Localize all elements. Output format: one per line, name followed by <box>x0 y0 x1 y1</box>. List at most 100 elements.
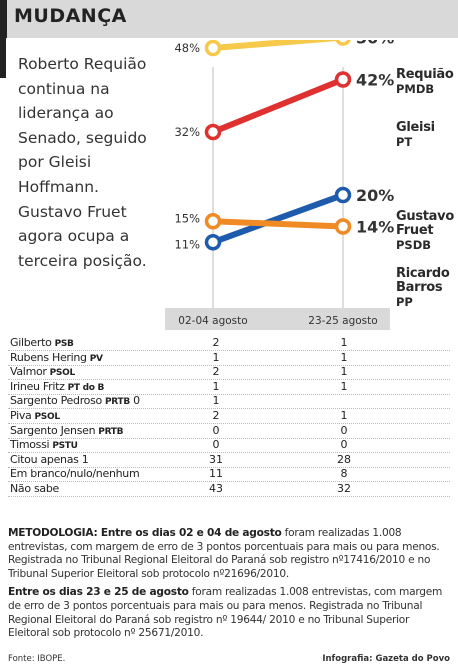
table-row: Irineu Fritz PT do B 1 1 <box>8 379 450 395</box>
table-row: Gilberto PSB 2 1 <box>8 336 450 351</box>
value-second-inline: 0 <box>129 394 140 408</box>
candidate-name: Em branco/nulo/nenhum <box>10 467 140 481</box>
value-first-period: 1 <box>212 379 220 393</box>
value-second-period: 1 <box>340 379 348 393</box>
candidate-name: Citou apenas 1 <box>10 452 89 466</box>
series-name-1-0: Gleisi <box>396 120 435 135</box>
series-line-2 <box>210 192 346 246</box>
table-row: Piva PSOL 2 1 <box>8 409 450 424</box>
series-point-3-0 <box>204 213 222 230</box>
note-first-label: METODOLOGIA: Entre os dias 02 e 04 de ag… <box>8 527 282 539</box>
value-label-left-2: 11% <box>174 237 200 251</box>
value-label-right-2: 20% <box>356 186 394 205</box>
value-first-period: 1 <box>212 394 220 408</box>
period-band <box>165 308 390 330</box>
period-label-1: 23-25 agosto <box>308 315 377 327</box>
row-name: Timossi PSTU <box>10 438 78 451</box>
candidate-name: Timossi <box>10 438 50 452</box>
candidate-name: Gilberto <box>10 336 52 349</box>
party-abbrev: PV <box>89 353 103 364</box>
series-name-0-0: Requião <box>396 67 454 82</box>
series-point-0-1 <box>335 40 351 46</box>
series-point-1-1 <box>334 71 352 88</box>
series-name-3-0: Ricardo <box>396 266 450 281</box>
row-divider <box>8 452 450 454</box>
candidate-name: Sargento Pedroso <box>10 394 102 408</box>
row-divider <box>8 408 450 410</box>
row-divider <box>8 437 450 439</box>
series-party-3: PP <box>396 295 413 309</box>
period-label-0: 02-04 agosto <box>178 315 247 327</box>
note-second-label: Entre os dias 23 e 25 de agosto <box>8 586 189 599</box>
row-divider <box>8 393 450 395</box>
value-first-period: 31 <box>209 452 223 466</box>
value-second-period: 1 <box>340 336 348 349</box>
row-divider <box>8 466 450 468</box>
table-row: Timossi PSTU 0 0 <box>8 438 450 454</box>
row-name: Piva PSOL <box>10 409 60 422</box>
series-point-3-1 <box>334 218 352 235</box>
series-line-1 <box>210 76 346 135</box>
row-divider <box>8 481 450 483</box>
row-name: Em branco/nulo/nenhum <box>10 467 140 481</box>
value-first-period: 0 <box>212 438 220 452</box>
row-divider <box>8 364 450 366</box>
party-abbrev: PRTB <box>98 426 124 437</box>
row-name: Gilberto PSB <box>10 336 74 349</box>
party-abbrev: PSB <box>54 339 74 349</box>
value-second-period: 32 <box>337 482 351 495</box>
party-abbrev: PSOL <box>34 412 61 422</box>
header-accent-bar <box>0 0 7 38</box>
value-second-period: 1 <box>340 365 348 379</box>
row-divider <box>8 350 450 351</box>
series-name-2-0: Gustavo <box>396 209 454 224</box>
value-first-period: 11 <box>209 467 223 481</box>
line-chart: 02-04 agosto 23-25 agosto 48% 50% 32% 42% 11% 2… <box>165 40 455 330</box>
candidate-name: Valmor <box>10 365 47 379</box>
series-party-2: PSDB <box>396 238 431 252</box>
value-label-right-0: 50% <box>356 40 394 48</box>
row-name: Citou apenas 1 <box>10 452 89 466</box>
row-divider <box>8 379 450 381</box>
value-first-period: 0 <box>212 423 220 437</box>
value-first-period: 2 <box>212 336 220 349</box>
page-title: MUDANÇA <box>14 5 127 27</box>
series-point-2-1 <box>334 186 352 204</box>
table-row: Sargento Jensen PRTB 0 0 <box>8 423 450 439</box>
row-name: Rubens Hering PV <box>10 351 103 364</box>
series-point-0-0 <box>204 40 222 57</box>
series-point-2-0 <box>204 234 222 251</box>
table-row: Em branco/nulo/nenhum 11 8 <box>8 467 450 483</box>
row-divider <box>8 496 450 497</box>
series-line-3 <box>210 218 346 230</box>
value-second-period: 1 <box>340 350 348 364</box>
series-line-0 <box>210 40 345 51</box>
value-second-period: 28 <box>337 452 351 466</box>
table-row: Citou apenas 1 31 28 <box>8 452 450 468</box>
table-row: Valmor PSOL 2 1 <box>8 365 450 381</box>
header-band <box>0 0 458 38</box>
value-first-period: 43 <box>209 482 223 495</box>
candidate-name: Não sabe <box>10 482 60 495</box>
value-first-period: 2 <box>212 409 220 422</box>
value-first-period: 2 <box>212 365 220 379</box>
series-name-2-1: Fruet <box>396 223 433 238</box>
value-second-period: 0 <box>340 423 348 437</box>
table-row: Rubens Hering PV 1 1 <box>8 350 450 366</box>
candidate-name: Sargento Jensen <box>10 423 96 437</box>
value-first-period: 1 <box>212 350 220 364</box>
value-second-period: 0 <box>340 438 348 452</box>
row-name: Sargento Pedroso PRTB 0 <box>10 394 140 407</box>
table-row: Não sabe 43 32 <box>8 482 450 497</box>
party-abbrev: PSOL <box>49 368 76 379</box>
table-row: Sargento Pedroso PRTB 0 1 <box>8 394 450 410</box>
note-first: METODOLOGIA: Entre os dias 02 e 04 de ag… <box>8 527 452 581</box>
value-label-left-0: 48% <box>174 41 200 55</box>
series-name-3-1: Barros <box>396 280 443 295</box>
series-party-1: PT <box>396 135 412 149</box>
value-label-right-3: 14% <box>356 218 394 237</box>
party-abbrev: PT do B <box>67 382 105 393</box>
candidate-name: Piva <box>10 409 32 422</box>
note-second: Entre os dias 23 e 25 de agosto foram re… <box>8 586 452 640</box>
value-second-period: 1 <box>340 409 348 422</box>
